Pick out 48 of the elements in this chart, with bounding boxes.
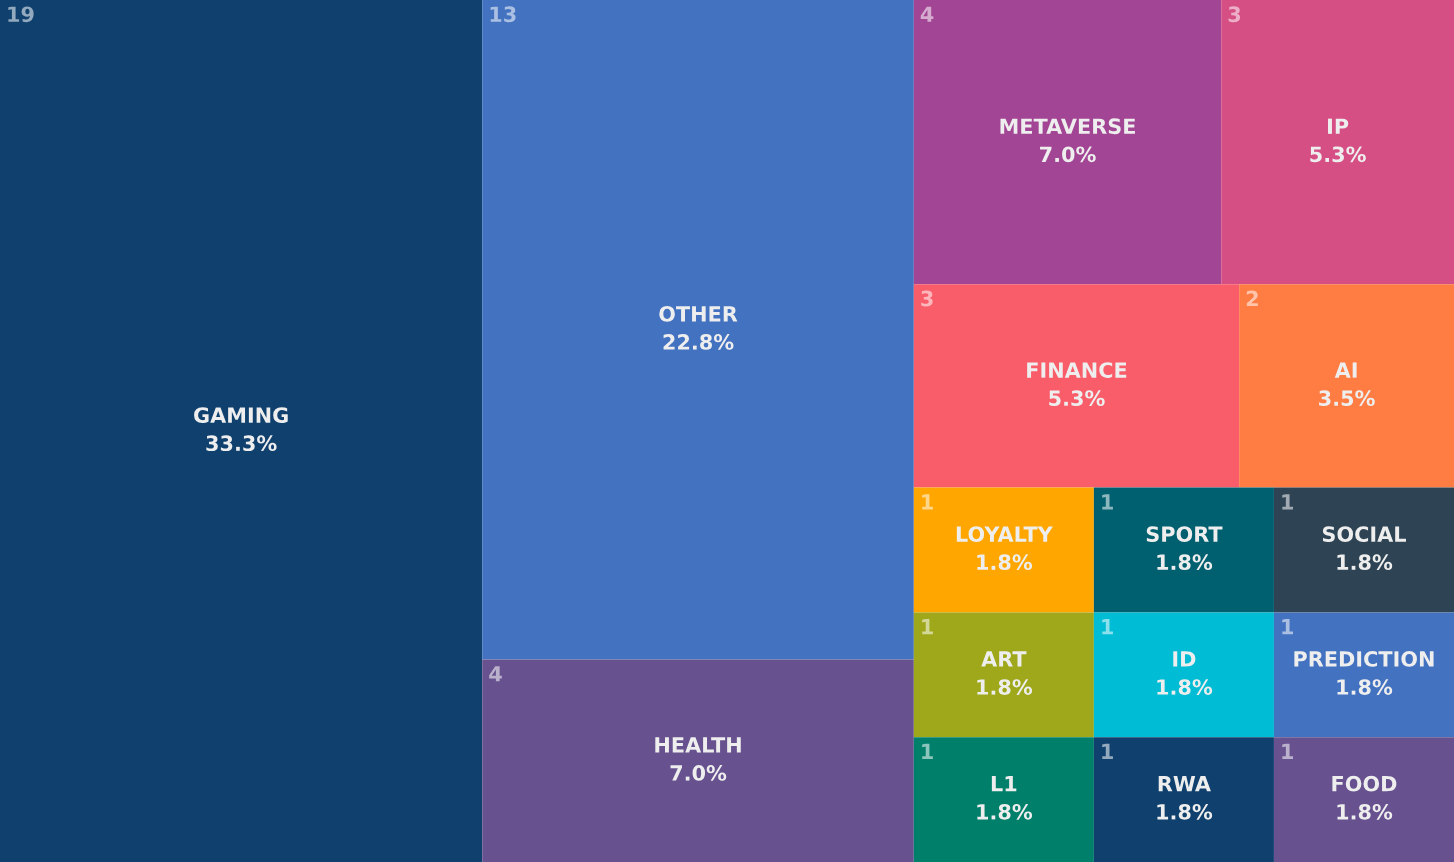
data-label: 7.0%	[670, 765, 727, 781]
data-label: 1.8%	[977, 679, 1033, 695]
data-label: 5.3%	[1310, 146, 1366, 163]
category-label: GAMING	[194, 407, 288, 424]
text: 1	[1282, 619, 1293, 635]
category-label: SOCIAL	[1322, 526, 1406, 543]
data-label: 1.8%	[1337, 679, 1393, 695]
text: 1	[1102, 743, 1113, 760]
text: 1	[1282, 494, 1293, 510]
text: 1	[1102, 619, 1113, 635]
text: 1	[922, 743, 933, 760]
category-label: METAVERSE	[1000, 118, 1135, 135]
text: 2	[1246, 290, 1258, 307]
data-label: 3.5%	[1319, 390, 1375, 407]
category-label: IP	[1328, 118, 1349, 134]
data-label: 1.8%	[977, 803, 1033, 820]
category-label: FINANCE	[1027, 362, 1127, 378]
category-label: RWA	[1158, 776, 1211, 792]
data-label: 1.8%	[1157, 803, 1213, 820]
category-label: LOYALTY	[956, 526, 1053, 543]
text: 1	[1282, 743, 1293, 760]
text: 13	[490, 6, 516, 23]
text: 19	[8, 6, 34, 23]
data-label: 22.8%	[663, 334, 734, 350]
category-label: L1	[991, 776, 1017, 792]
text: 1	[922, 494, 933, 510]
text: 3	[1228, 6, 1241, 23]
text: 1	[1102, 494, 1113, 510]
data-label: 1.8%	[1157, 679, 1213, 695]
data-label: 1.8%	[1337, 803, 1393, 820]
category-label: ID	[1173, 651, 1196, 667]
category-label: FOOD	[1332, 775, 1397, 792]
category-label: HEALTH	[655, 737, 741, 753]
category-label: AI	[1334, 362, 1357, 378]
category-label: ART	[981, 651, 1027, 667]
category-label: OTHER	[659, 306, 738, 322]
data-label: 1.8%	[977, 554, 1033, 571]
text: 1	[922, 619, 933, 635]
text: 4	[920, 6, 934, 22]
data-label: 1.8%	[1337, 554, 1393, 571]
data-label: 1.8%	[1157, 554, 1213, 571]
category-label: PREDICTION	[1294, 651, 1434, 667]
text: 4	[489, 666, 502, 682]
category-label: SPORT	[1146, 526, 1223, 543]
data-label: 33.3%	[206, 435, 277, 452]
data-label: 7.0%	[1040, 146, 1096, 163]
text: 3	[921, 290, 933, 307]
data-label: 5.3%	[1049, 390, 1105, 407]
